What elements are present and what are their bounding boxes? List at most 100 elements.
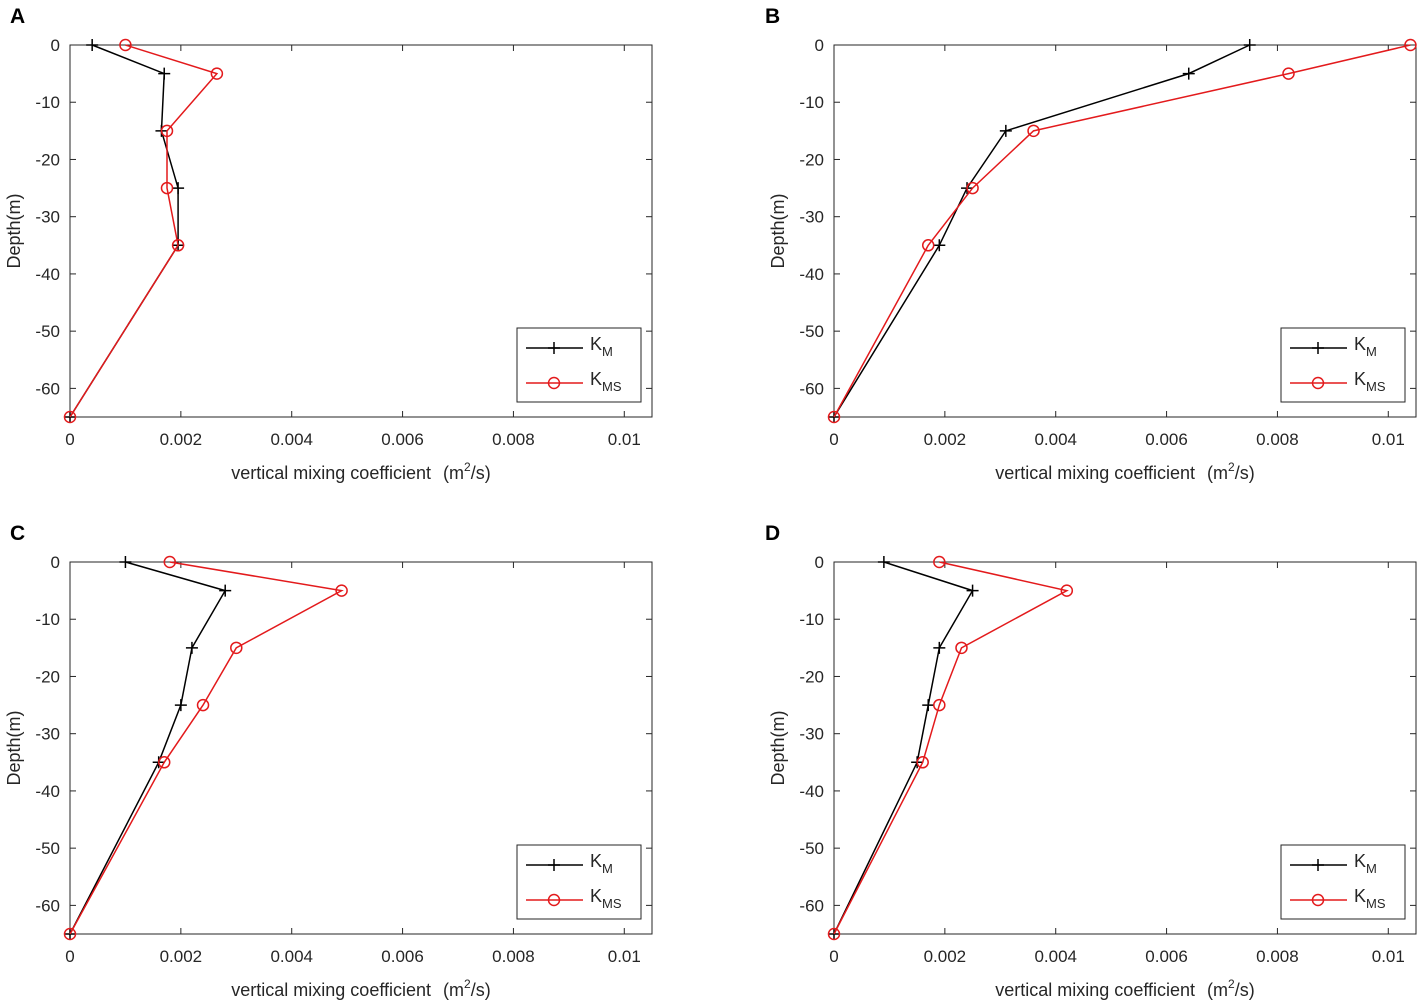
legend-marker-plus	[548, 342, 560, 354]
y-tick-label: -20	[35, 150, 60, 169]
data-point-circle	[933, 698, 946, 712]
x-axis-label: vertical mixing coefficient (m2/s)	[231, 977, 490, 1000]
series-kms	[827, 38, 1417, 424]
data-point-circle	[966, 181, 979, 195]
data-point-plus	[185, 641, 198, 654]
data-point-circle	[1404, 38, 1417, 52]
legend: KM KMS	[516, 327, 642, 403]
x-tick-label: 0.01	[608, 430, 641, 449]
y-tick-label: -40	[35, 782, 60, 801]
y-tick-label: 0	[815, 36, 824, 55]
data-point-circle	[1027, 124, 1040, 138]
x-tick-label: 0	[65, 430, 74, 449]
y-tick-label: -20	[35, 667, 60, 686]
data-point-circle	[63, 410, 77, 424]
data-point-circle	[1282, 67, 1295, 80]
y-tick-label: -60	[799, 379, 824, 398]
x-tick-label: 0.002	[160, 947, 203, 966]
legend-box	[516, 327, 642, 403]
x-tick-label: 0	[829, 430, 838, 449]
series-km	[828, 39, 1256, 423]
series-km	[64, 556, 232, 940]
data-point-circle	[916, 756, 929, 769]
legend-label: KMS	[1354, 886, 1386, 911]
x-tick-label: 0.004	[270, 947, 313, 966]
legend-label: KM	[1354, 851, 1377, 876]
data-point-circle	[827, 410, 841, 424]
data-point-plus	[219, 584, 232, 597]
x-tick-label: 0.008	[492, 430, 535, 449]
data-point-plus	[966, 584, 979, 597]
y-tick-label: -30	[799, 208, 824, 227]
y-tick-label: -40	[35, 265, 60, 284]
axes-box	[69, 44, 653, 418]
y-tick-label: 0	[815, 553, 824, 572]
legend-box	[1280, 327, 1406, 403]
y-tick-label: -60	[799, 896, 824, 915]
y-tick-label: -20	[799, 150, 824, 169]
y-axis-label: Depth(m)	[4, 193, 24, 268]
y-tick-label: -60	[35, 379, 60, 398]
x-tick-label: 0.004	[1034, 430, 1077, 449]
y-tick-label: -50	[799, 322, 824, 341]
series-line	[833, 561, 1069, 935]
data-point-circle	[921, 239, 935, 252]
data-point-circle	[157, 756, 171, 769]
x-tick-label: 0	[65, 947, 74, 966]
legend-box	[1280, 844, 1406, 920]
data-point-circle	[160, 181, 174, 195]
y-tick-label: -60	[35, 896, 60, 915]
y-tick-label: -50	[35, 322, 60, 341]
legend-marker-plus	[548, 859, 560, 871]
x-tick-label: 0.002	[160, 430, 203, 449]
data-point-plus	[119, 556, 132, 568]
data-point-plus	[158, 67, 171, 80]
x-axis-label: vertical mixing coefficient (m2/s)	[995, 977, 1254, 1000]
x-tick-label: 0.004	[1034, 947, 1077, 966]
data-point-circle	[827, 927, 841, 941]
panel-letter: D	[765, 522, 780, 545]
series-km	[828, 556, 979, 940]
series-line	[69, 44, 179, 418]
data-point-circle	[63, 927, 77, 941]
y-tick-label: -10	[35, 93, 60, 112]
data-point-plus	[933, 239, 946, 252]
data-point-plus	[933, 641, 946, 654]
x-tick-label: 0.002	[924, 947, 967, 966]
panel-letter: C	[10, 522, 25, 545]
data-point-circle	[1060, 584, 1074, 597]
series-km	[64, 39, 185, 423]
x-tick-label: 0.006	[1145, 430, 1188, 449]
y-axis-label: Depth(m)	[768, 193, 788, 268]
legend: KM KMS	[1280, 327, 1406, 403]
data-point-plus	[999, 124, 1012, 137]
legend: KM KMS	[1280, 844, 1406, 920]
data-point-circle	[196, 698, 210, 712]
chart-panel-a: A 0 0.002 0.004 0.006 0.008 0.01 0 -10 -20 -30 -40 -…	[4, 5, 653, 483]
data-point-circle	[335, 584, 348, 597]
legend-marker-plus	[1312, 342, 1324, 354]
x-tick-label: 0.006	[1145, 947, 1188, 966]
data-point-circle	[171, 239, 185, 252]
chart-panel-b: B 0 0.002 0.004 0.006 0.008 0.01 0 -10 -20 -30 -40 -…	[765, 5, 1417, 483]
axes-box	[833, 561, 1417, 935]
x-tick-label: 0	[829, 947, 838, 966]
x-tick-label: 0.01	[1372, 947, 1405, 966]
y-tick-label: 0	[51, 553, 60, 572]
x-axis-label: vertical mixing coefficient (m2/s)	[231, 460, 490, 483]
x-tick-label: 0.006	[381, 430, 424, 449]
series-kms	[63, 555, 348, 941]
series-line	[69, 561, 344, 935]
y-tick-label: -30	[35, 725, 60, 744]
x-tick-label: 0.01	[1372, 430, 1405, 449]
y-tick-label: -30	[799, 725, 824, 744]
y-tick-label: -50	[799, 839, 824, 858]
legend-label: KMS	[590, 369, 622, 394]
legend-box	[516, 844, 642, 920]
data-point-plus	[172, 182, 185, 195]
legend-marker-circle	[1311, 376, 1325, 390]
x-axis-label: vertical mixing coefficient (m2/s)	[995, 460, 1254, 483]
chart-panel-d: D 0 0.002 0.004 0.006 0.008 0.01 0 -10 -20 -30 -40 -…	[765, 522, 1417, 1000]
x-tick-label: 0.002	[924, 430, 967, 449]
series-line	[833, 44, 1411, 418]
